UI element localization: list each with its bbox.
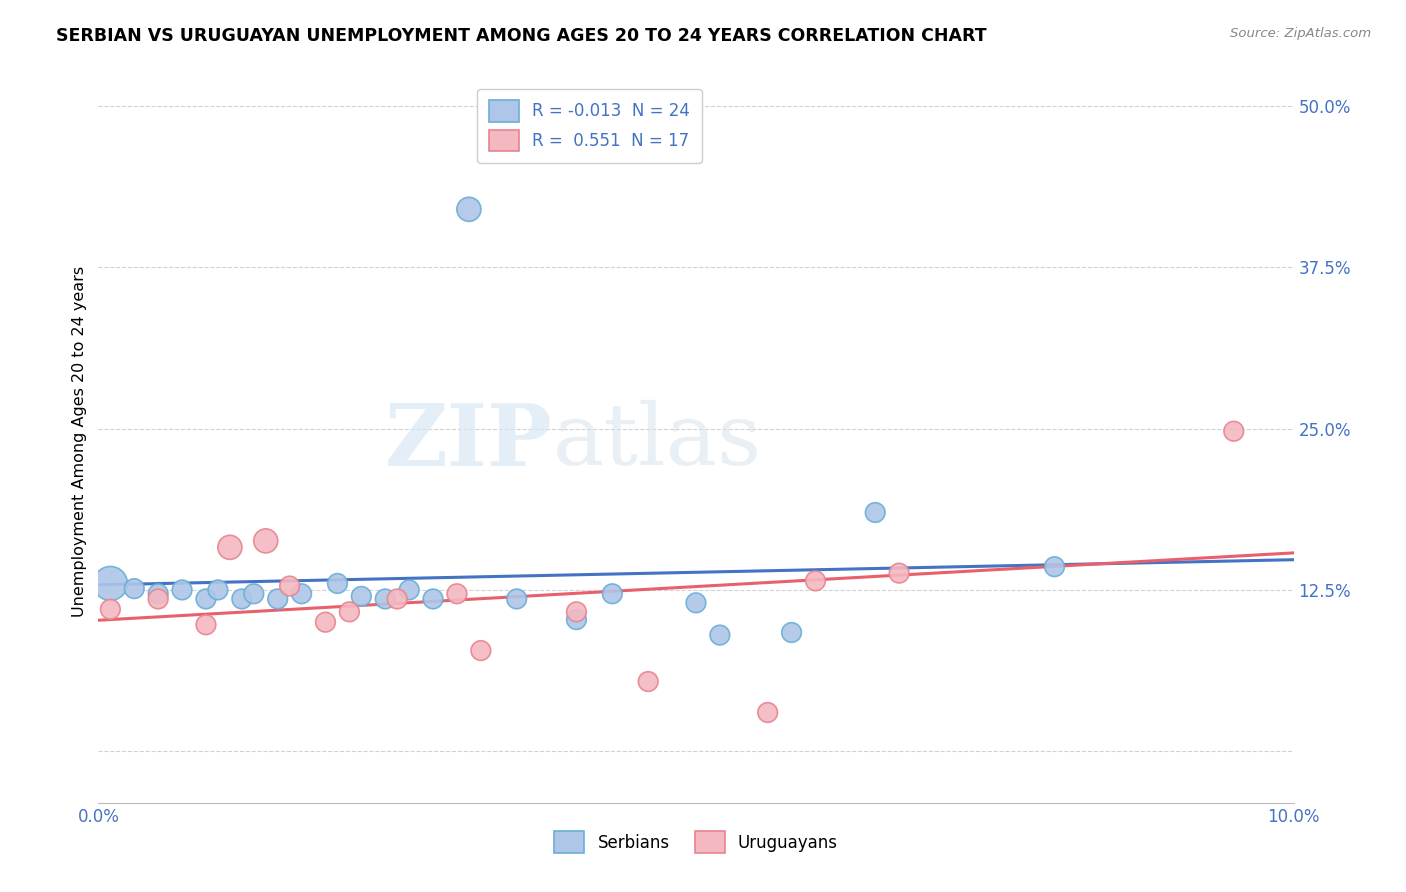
Point: [350, 590, 373, 604]
Point: [315, 615, 337, 630]
Text: ZIP: ZIP: [385, 400, 553, 483]
Point: [374, 591, 396, 606]
Point: [231, 591, 253, 606]
Legend: Serbians, Uruguayans: Serbians, Uruguayans: [547, 825, 845, 860]
Text: SERBIAN VS URUGUAYAN UNEMPLOYMENT AMONG AGES 20 TO 24 YEARS CORRELATION CHART: SERBIAN VS URUGUAYAN UNEMPLOYMENT AMONG …: [56, 27, 987, 45]
Point: [458, 202, 481, 217]
Point: [148, 591, 170, 606]
Point: [326, 576, 349, 591]
Point: [1043, 559, 1066, 574]
Point: [254, 533, 277, 548]
Text: Source: ZipAtlas.com: Source: ZipAtlas.com: [1230, 27, 1371, 40]
Point: [172, 582, 194, 597]
Point: [780, 625, 803, 640]
Point: [446, 587, 468, 601]
Point: [195, 591, 218, 606]
Point: [422, 591, 444, 606]
Point: [243, 587, 266, 601]
Point: [124, 582, 146, 596]
Point: [207, 582, 229, 597]
Point: [1223, 424, 1246, 438]
Point: [278, 579, 301, 593]
Point: [804, 574, 827, 588]
Point: [565, 613, 588, 627]
Point: [148, 587, 170, 601]
Point: [709, 628, 731, 642]
Point: [506, 591, 529, 606]
Point: [470, 643, 492, 657]
Point: [339, 605, 361, 619]
Point: [98, 576, 122, 591]
Point: [385, 591, 409, 606]
Point: [291, 587, 314, 601]
Point: [195, 617, 218, 632]
Point: [756, 706, 779, 720]
Point: [889, 566, 911, 581]
Point: [98, 602, 122, 616]
Y-axis label: Unemployment Among Ages 20 to 24 years: Unemployment Among Ages 20 to 24 years: [72, 266, 87, 617]
Point: [637, 674, 659, 689]
Point: [398, 582, 420, 597]
Point: [685, 596, 707, 610]
Point: [865, 506, 887, 520]
Text: atlas: atlas: [553, 400, 762, 483]
Point: [267, 591, 290, 606]
Point: [565, 605, 588, 619]
Point: [219, 541, 242, 555]
Point: [602, 587, 624, 601]
